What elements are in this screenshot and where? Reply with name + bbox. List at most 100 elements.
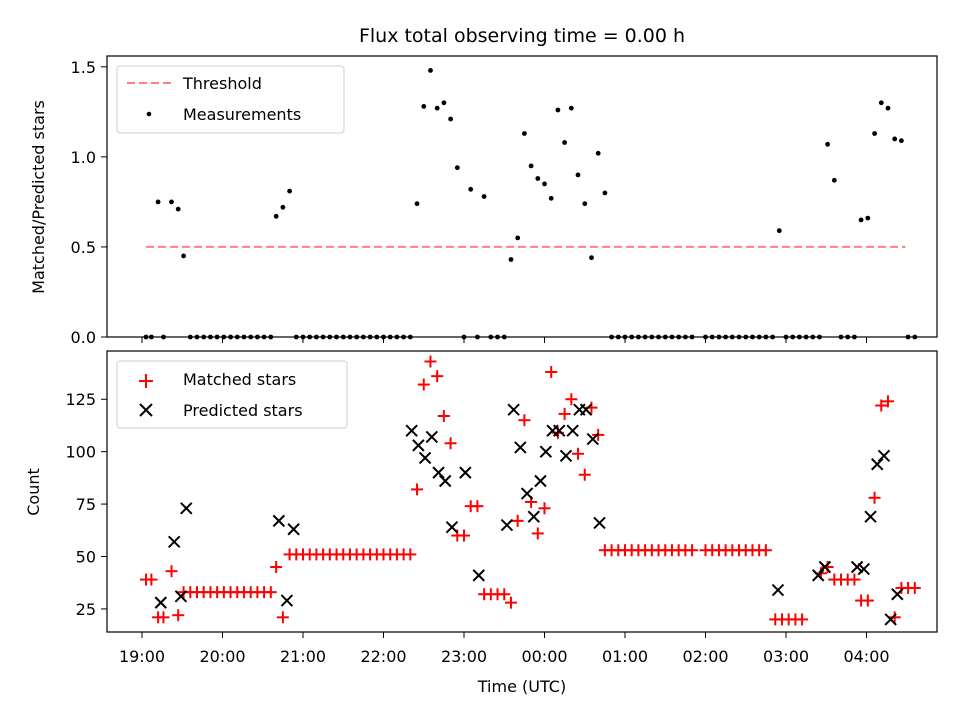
- predicted-star-point: [864, 510, 877, 523]
- matched-star-point: [498, 588, 511, 601]
- legend-measurements-label: Measurements: [183, 105, 301, 124]
- legend-predicted-swatch: [139, 403, 153, 417]
- matched-star-point: [264, 586, 277, 599]
- measurement-point: [508, 257, 514, 262]
- matched-star-point: [908, 581, 921, 594]
- x-tick-label: 21:00: [280, 647, 326, 666]
- predicted-star-point: [891, 588, 904, 601]
- top-chart-title: Flux total observing time = 0.00 h: [359, 25, 685, 47]
- matched-star-point: [431, 370, 444, 383]
- predicted-star-point: [500, 518, 514, 532]
- predicted-star-point: [553, 424, 566, 437]
- top-y-tick-label: 1.0: [71, 148, 96, 167]
- x-tick-label: 23:00: [441, 647, 487, 666]
- matched-star-point: [538, 502, 551, 515]
- top-y-tick-label: 0.0: [71, 328, 96, 347]
- measurement-point: [481, 194, 487, 199]
- matched-star-point: [404, 548, 417, 561]
- matched-star-point: [145, 573, 158, 586]
- measurement-point: [878, 100, 884, 106]
- measurement-point: [155, 199, 161, 205]
- matched-star-point: [881, 395, 894, 408]
- x-tick-label: 00:00: [521, 647, 567, 666]
- measurement-point: [181, 253, 187, 259]
- x-tick-label: 01:00: [602, 647, 648, 666]
- predicted-star-point: [412, 439, 425, 452]
- measurement-point: [885, 105, 891, 111]
- measurement-point: [555, 107, 561, 113]
- measurement-point: [528, 163, 534, 169]
- predicted-star-point: [445, 520, 459, 534]
- measurement-point: [776, 228, 782, 234]
- predicted-star-point: [154, 596, 167, 609]
- legend-matched-swatch: [139, 374, 153, 388]
- matched-star-point: [270, 560, 283, 573]
- matched-star-point: [572, 447, 585, 460]
- measurement-point: [280, 204, 286, 210]
- predicted-star-point: [174, 590, 188, 603]
- predicted-star-point: [425, 430, 439, 444]
- matched-star-point: [578, 468, 591, 481]
- predicted-star-point: [507, 403, 520, 416]
- measurement-point: [602, 190, 608, 196]
- top-panel: 0.0 0.5 1.0 1.5 Matched/Predicted stars Thr…: [29, 55, 938, 347]
- matched-star-point: [504, 596, 517, 609]
- matched-star-point: [759, 544, 772, 557]
- bottom-legend: Matched stars Predicted stars: [116, 360, 348, 429]
- bottom-y-axis-label: Count: [24, 468, 43, 516]
- measurement-point: [892, 136, 898, 142]
- measurement-point: [434, 105, 440, 111]
- measurement-point: [421, 104, 427, 109]
- bottom-y-tick-label: 50: [76, 548, 96, 567]
- bottom-x-axis: 19:00 20:00 21:00 22:00 23:00 00:00 01:00 02:00…: [119, 632, 890, 666]
- predicted-star-point: [559, 449, 573, 463]
- predicted-star-point: [884, 613, 897, 626]
- legend-predicted-label: Predicted stars: [183, 401, 303, 420]
- x-tick-label: 22:00: [360, 647, 406, 666]
- measurement-point: [522, 131, 527, 136]
- matched-star-point: [861, 594, 874, 607]
- predicted-star-point: [566, 424, 579, 437]
- predicted-star-point: [287, 523, 300, 536]
- bottom-y-axis: 25 50 75 100 125: [65, 390, 107, 619]
- predicted-star-point: [586, 432, 600, 446]
- matched-star-point: [444, 437, 457, 450]
- bottom-legend-frame: [116, 360, 348, 429]
- predicted-star-point: [850, 560, 864, 574]
- measurement-point: [595, 150, 601, 156]
- measurement-point: [872, 131, 877, 136]
- matched-star-point: [565, 393, 578, 406]
- x-tick-label: 03:00: [763, 647, 809, 666]
- x-tick-label: 04:00: [843, 647, 889, 666]
- top-y-tick-label: 1.5: [71, 58, 96, 77]
- matched-star-point: [848, 573, 861, 586]
- measurement-point: [175, 206, 181, 212]
- x-tick-label: 02:00: [682, 647, 728, 666]
- legend-threshold-label: Threshold: [182, 74, 262, 93]
- measurement-point: [548, 195, 554, 201]
- matched-star-point: [518, 414, 531, 427]
- measurement-point: [273, 213, 279, 219]
- matched-star-point: [558, 407, 571, 420]
- top-y-axis-label: Matched/Predicted stars: [29, 100, 48, 294]
- matched-star-point: [411, 483, 424, 496]
- predicted-star-point: [180, 502, 193, 515]
- predicted-star-point: [514, 441, 527, 454]
- top-y-tick-label: 0.5: [71, 238, 96, 257]
- matched-star-point: [545, 365, 558, 378]
- predicted-star-point: [871, 458, 884, 471]
- matched-star-point: [165, 565, 178, 578]
- predicted-star-point: [520, 487, 534, 500]
- matched-star-point: [471, 500, 484, 513]
- measurement-point: [454, 165, 460, 171]
- predicted-star-point: [459, 466, 472, 479]
- measurement-point: [441, 100, 447, 106]
- predicted-star-point: [472, 569, 485, 582]
- measurement-point: [542, 181, 547, 187]
- measurement-point: [865, 215, 871, 221]
- matched-star-point: [686, 544, 699, 557]
- measurement-point: [535, 176, 541, 181]
- predicted-star-point: [167, 535, 181, 549]
- matched-star-point: [417, 378, 430, 391]
